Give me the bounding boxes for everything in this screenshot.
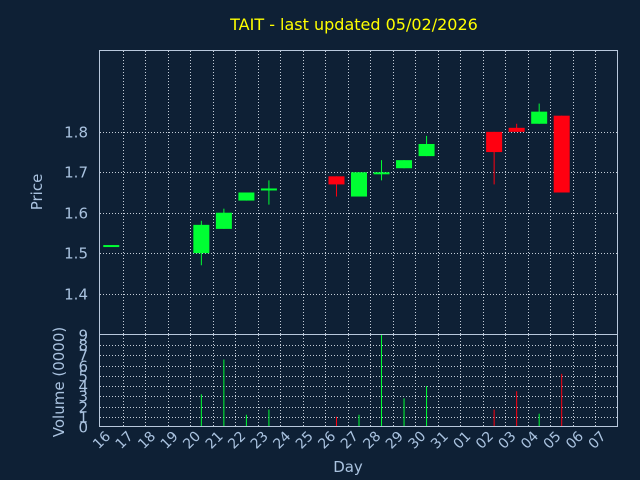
candle-body (215, 212, 232, 229)
x-tick-label: 06 (563, 428, 587, 452)
x-tick-label: 21 (203, 429, 227, 453)
x-tick-label: 01 (451, 429, 475, 453)
price-tick-label: 1.8 (64, 124, 88, 142)
x-tick-label: 26 (315, 428, 339, 452)
volume-panel-frame (99, 334, 618, 427)
volume-tick-label: 3 (78, 388, 88, 406)
volume-tick-label: 4 (78, 378, 88, 396)
candle-body (328, 176, 345, 185)
price-axis-label: Price (28, 174, 46, 211)
volume-tick-label: 8 (78, 337, 88, 355)
x-tick-label: 04 (518, 428, 542, 452)
candle-body (508, 127, 525, 132)
price-tick-label: 1.5 (64, 245, 88, 263)
x-tick-label: 18 (135, 429, 159, 453)
price-tick-label: 1.6 (64, 205, 88, 223)
volume-tick-label: 9 (78, 327, 88, 345)
x-tick-label: 29 (383, 429, 407, 453)
volume-tick-label: 5 (78, 368, 88, 386)
volume-tick-label: 0 (78, 419, 88, 437)
candle-body (103, 245, 120, 248)
x-tick-label: 25 (293, 429, 317, 453)
x-tick-label: 22 (225, 429, 249, 453)
candle-body (238, 192, 255, 201)
x-tick-label: 07 (586, 429, 610, 453)
candle-body (531, 111, 548, 124)
price-tick-label: 1.7 (64, 164, 88, 182)
candle-body (193, 224, 210, 254)
x-tick-label: 30 (405, 429, 429, 453)
x-tick-label: 31 (428, 429, 452, 453)
x-tick-label: 03 (496, 429, 520, 453)
x-tick-label: 23 (248, 429, 272, 453)
x-tick-label: 05 (541, 429, 565, 453)
chart-marks (103, 103, 570, 427)
chart-title: TAIT - last updated 05/02/2026 (229, 15, 478, 34)
x-tick-label: 20 (180, 429, 204, 453)
candle-body (396, 160, 413, 169)
x-tick-label: 28 (360, 429, 384, 453)
x-tick-label: 24 (270, 428, 294, 452)
volume-axis-label: Volume (0000) (50, 327, 68, 437)
price-tick-label: 1.4 (64, 286, 88, 304)
x-tick-label: 16 (90, 428, 114, 452)
candle-body (351, 172, 367, 197)
x-tick-label: 17 (113, 429, 137, 453)
volume-tick-label: 1 (78, 409, 88, 427)
candle-body (260, 188, 277, 191)
candle-body (486, 131, 503, 153)
x-tick-label: 19 (158, 429, 182, 453)
volume-tick-label: 6 (78, 358, 88, 376)
grid-lines (100, 51, 618, 427)
x-tick-label: 27 (338, 429, 362, 453)
candle-body (373, 172, 390, 175)
tick-labels: 1.41.51.61.71.80123456789161718192021222… (64, 124, 609, 453)
x-axis-label: Day (333, 458, 363, 476)
candle-body (553, 115, 570, 193)
volume-tick-label: 2 (78, 399, 88, 417)
volume-tick-label: 7 (78, 347, 88, 365)
x-tick-label: 02 (473, 429, 497, 453)
candle-body (418, 143, 435, 157)
